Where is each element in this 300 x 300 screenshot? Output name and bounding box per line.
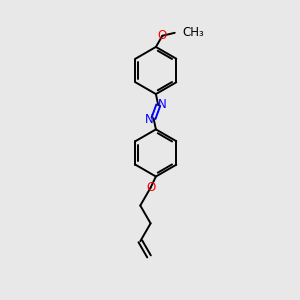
Text: N: N (158, 98, 167, 111)
Text: O: O (146, 181, 155, 194)
Text: O: O (158, 29, 167, 42)
Text: N: N (145, 113, 154, 126)
Text: CH₃: CH₃ (182, 26, 204, 39)
